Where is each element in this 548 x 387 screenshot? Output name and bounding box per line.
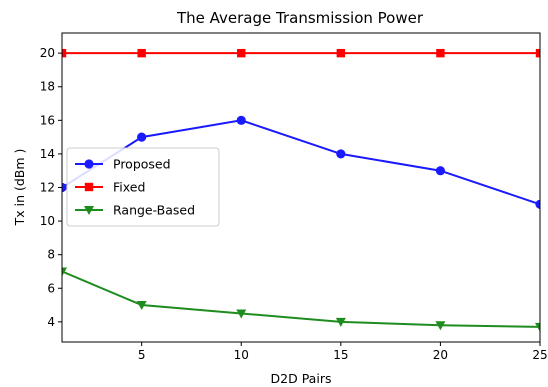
data-point-fixed (535, 48, 540, 58)
legend-label-fixed: Fixed (113, 180, 145, 195)
legend-marker-proposed (84, 159, 94, 169)
data-point-proposed (236, 115, 246, 125)
y-tick-label: 6 (47, 281, 55, 295)
data-point-range-based (435, 321, 446, 331)
x-tick-label: 15 (333, 348, 348, 362)
series-group (62, 48, 540, 332)
series-line-range-based (62, 270, 540, 328)
data-point-range-based (62, 267, 67, 277)
y-axis: 4 6 8 10 12 14 16 18 20 (40, 46, 62, 329)
data-point-proposed (62, 182, 67, 193)
x-axis-label: D2D Pairs (271, 371, 332, 386)
data-point-fixed (137, 48, 146, 58)
legend: Proposed Fixed Range-Based (66, 147, 220, 227)
data-point-proposed (137, 132, 147, 142)
chart-title: The Average Transmission Power (176, 9, 424, 27)
x-axis: 5 10 15 20 25 (138, 342, 548, 362)
data-point-fixed (62, 48, 67, 58)
y-tick-label: 20 (40, 46, 55, 60)
y-axis-label: Tx in (dBm ) (12, 149, 27, 227)
y-tick-label: 14 (40, 147, 55, 161)
y-tick-label: 16 (40, 113, 55, 127)
x-tick-label: 5 (138, 348, 146, 362)
data-point-proposed (435, 166, 446, 176)
data-point-range-based (136, 301, 147, 311)
y-tick-label: 18 (40, 80, 55, 94)
y-tick-label: 4 (47, 315, 55, 329)
legend-marker-range-based (84, 206, 94, 215)
plot-area (62, 48, 540, 332)
x-tick-label: 25 (532, 348, 547, 362)
data-point-range-based (236, 309, 247, 319)
legend-label-range-based: Range-Based (113, 203, 195, 218)
legend-marker-fixed (84, 182, 94, 192)
series-line-proposed (62, 119, 540, 206)
y-tick-label: 12 (40, 181, 55, 195)
legend-label-proposed: Proposed (113, 157, 171, 172)
x-tick-label: 20 (433, 348, 448, 362)
data-point-fixed (237, 48, 246, 58)
data-point-proposed (535, 199, 540, 209)
data-point-range-based (535, 322, 540, 332)
y-tick-label: 10 (40, 214, 55, 228)
data-point-fixed (436, 48, 445, 58)
y-tick-label: 8 (47, 248, 55, 262)
legend-box (66, 147, 220, 227)
data-point-range-based (335, 317, 346, 327)
x-tick-label: 10 (234, 348, 249, 362)
data-point-fixed (336, 48, 346, 58)
data-point-proposed (336, 149, 346, 159)
